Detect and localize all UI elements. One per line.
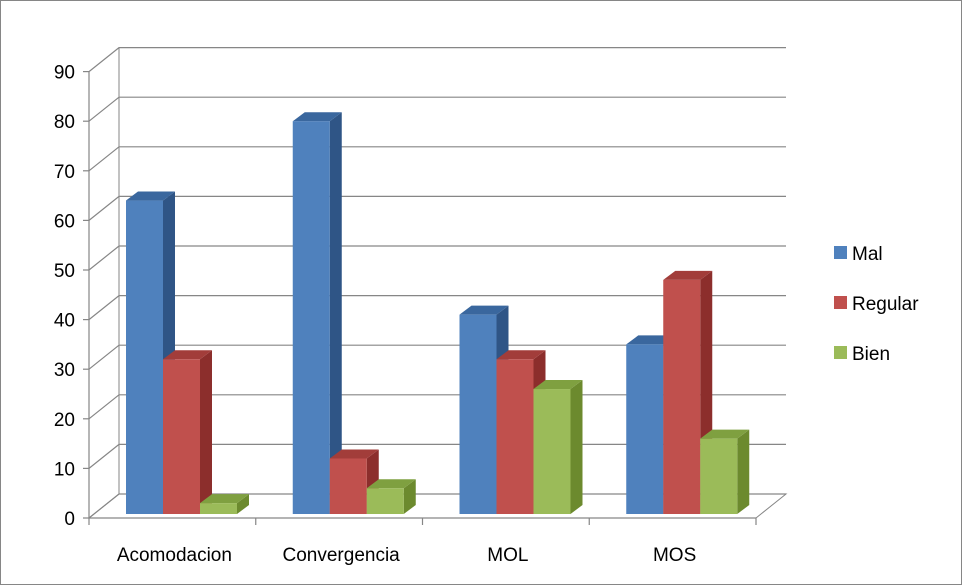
legend-label: Bien (852, 344, 890, 365)
y-tick-label: 40 (54, 311, 75, 332)
bar-front (163, 359, 200, 514)
x-axis (88, 517, 757, 525)
y-tick-label: 10 (54, 459, 75, 480)
bar-top (700, 429, 750, 439)
bar-side (403, 479, 416, 514)
bar-front (459, 314, 497, 514)
legend: Mal Regular Bien (834, 244, 919, 365)
y-tick-label: 70 (54, 162, 75, 183)
legend-swatch (834, 346, 847, 359)
bar-top (329, 449, 379, 459)
bar-front (626, 344, 664, 514)
bar-bien-mos (700, 429, 750, 514)
bar-mal-convergencia (292, 112, 342, 514)
bar-top (533, 380, 583, 390)
bar-side (200, 350, 212, 514)
legend-label: Regular (852, 294, 919, 315)
bar-bien-convergencia (366, 479, 416, 514)
bar-front (700, 438, 738, 514)
bars (126, 112, 750, 514)
bar-top (366, 479, 416, 489)
legend-item-mal: Mal (834, 244, 883, 265)
legend-label: Mal (852, 244, 883, 265)
bar-bien-mol (533, 380, 583, 514)
y-tick-label: 80 (54, 112, 75, 133)
bar-top (126, 191, 175, 201)
category-label: MOS (653, 545, 696, 566)
bar-top (163, 350, 212, 360)
legend-item-regular: Regular (834, 294, 919, 315)
bar-top (292, 112, 342, 122)
gridline (88, 245, 786, 271)
y-tick-labels: 0 10 20 30 40 50 60 70 80 90 (54, 63, 75, 530)
bar-side (737, 429, 750, 514)
bar-top (200, 494, 249, 504)
bar-regular-mos (663, 270, 713, 514)
y-tick-label: 20 (54, 410, 75, 431)
category-label: MOL (487, 545, 528, 566)
bar-top (459, 305, 509, 315)
gridline (88, 195, 786, 221)
y-tick-label: 50 (54, 261, 75, 282)
y-tick-label: 90 (54, 63, 75, 84)
bar-top (663, 270, 713, 280)
legend-swatch (834, 246, 847, 259)
y-tick-label: 30 (54, 360, 75, 381)
bar-front (200, 503, 237, 514)
legend-swatch (834, 296, 847, 309)
bar-front (496, 359, 534, 514)
bar-front (292, 121, 330, 514)
gridline (88, 146, 786, 172)
bar-bien-acomodacion (200, 494, 249, 514)
y-tick-label: 60 (54, 211, 75, 232)
gridline (88, 96, 786, 122)
bar-front (126, 200, 163, 514)
y-axis (83, 47, 120, 519)
bar-front (533, 389, 571, 514)
bar-front (366, 488, 404, 514)
bar-side (329, 112, 342, 514)
bar-top (496, 350, 546, 360)
bar-top (626, 335, 676, 345)
bar-front (663, 279, 701, 514)
gridline (88, 47, 786, 73)
bar-side (237, 494, 249, 514)
y-tick-label: 0 (64, 509, 75, 530)
category-label: Acomodacion (117, 545, 232, 566)
legend-item-bien: Bien (834, 344, 890, 365)
category-label: Convergencia (283, 545, 401, 566)
bar-front (329, 458, 367, 514)
category-labels: Acomodacion Convergencia MOL MOS (117, 545, 696, 566)
bar-regular-acomodacion (163, 350, 212, 514)
bar-side (570, 380, 583, 514)
